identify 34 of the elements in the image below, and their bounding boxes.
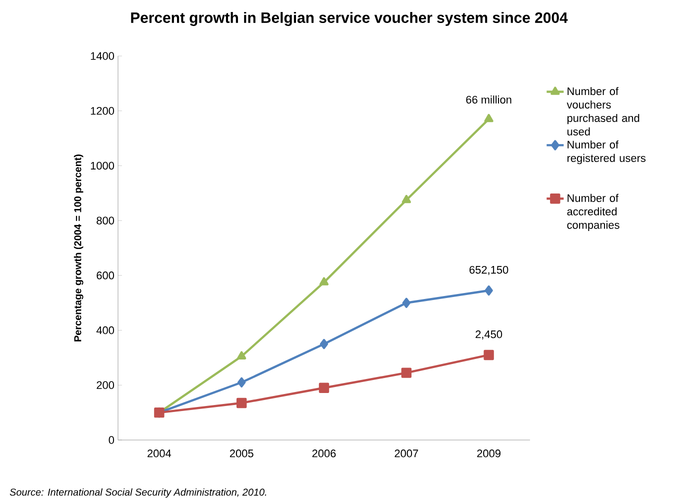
point [237,351,246,360]
x-tick-label: 2007 [394,450,418,458]
annotation: 652,150 [470,266,508,275]
source-note: Source: International Social Security Administration, 2010. [10,488,266,498]
y-tick-label: 400 [96,326,114,334]
legend-label: Number of vouchers purchased and used [566,87,640,136]
point [319,277,329,286]
point [402,194,411,204]
point [318,382,330,393]
y-tick-label: 0 [108,436,114,444]
x-tick-label: 2004 [148,450,172,458]
y-tick-label: 1400 [90,52,114,60]
point [236,398,247,408]
y-tick-label: 1200 [90,106,114,115]
point [402,298,410,308]
y-tick-label: 800 [96,216,114,224]
legend-label: Number of registered users [567,140,646,164]
point [484,350,494,360]
x-tick-label: 2006 [312,450,336,458]
point [401,368,412,378]
x-tick-label: 2009 [477,450,500,458]
x-tick-label: 2005 [230,450,254,458]
point [320,338,328,350]
y-tick-label: 600 [96,272,114,280]
y-axis-title: Percentage growth (2004 = 100 percent) [74,154,84,342]
point [484,114,494,122]
chart-title: Percent growth in Belgian service voucher system since 2004 [131,12,568,26]
annotation: 2,450 [476,330,502,340]
y-tick-label: 200 [96,381,114,390]
legend-label: Number of accredited companies [567,194,620,232]
point [238,377,246,388]
annotation: 66 million [466,96,512,104]
y-tick-label: 1000 [90,162,114,170]
point [484,285,493,296]
